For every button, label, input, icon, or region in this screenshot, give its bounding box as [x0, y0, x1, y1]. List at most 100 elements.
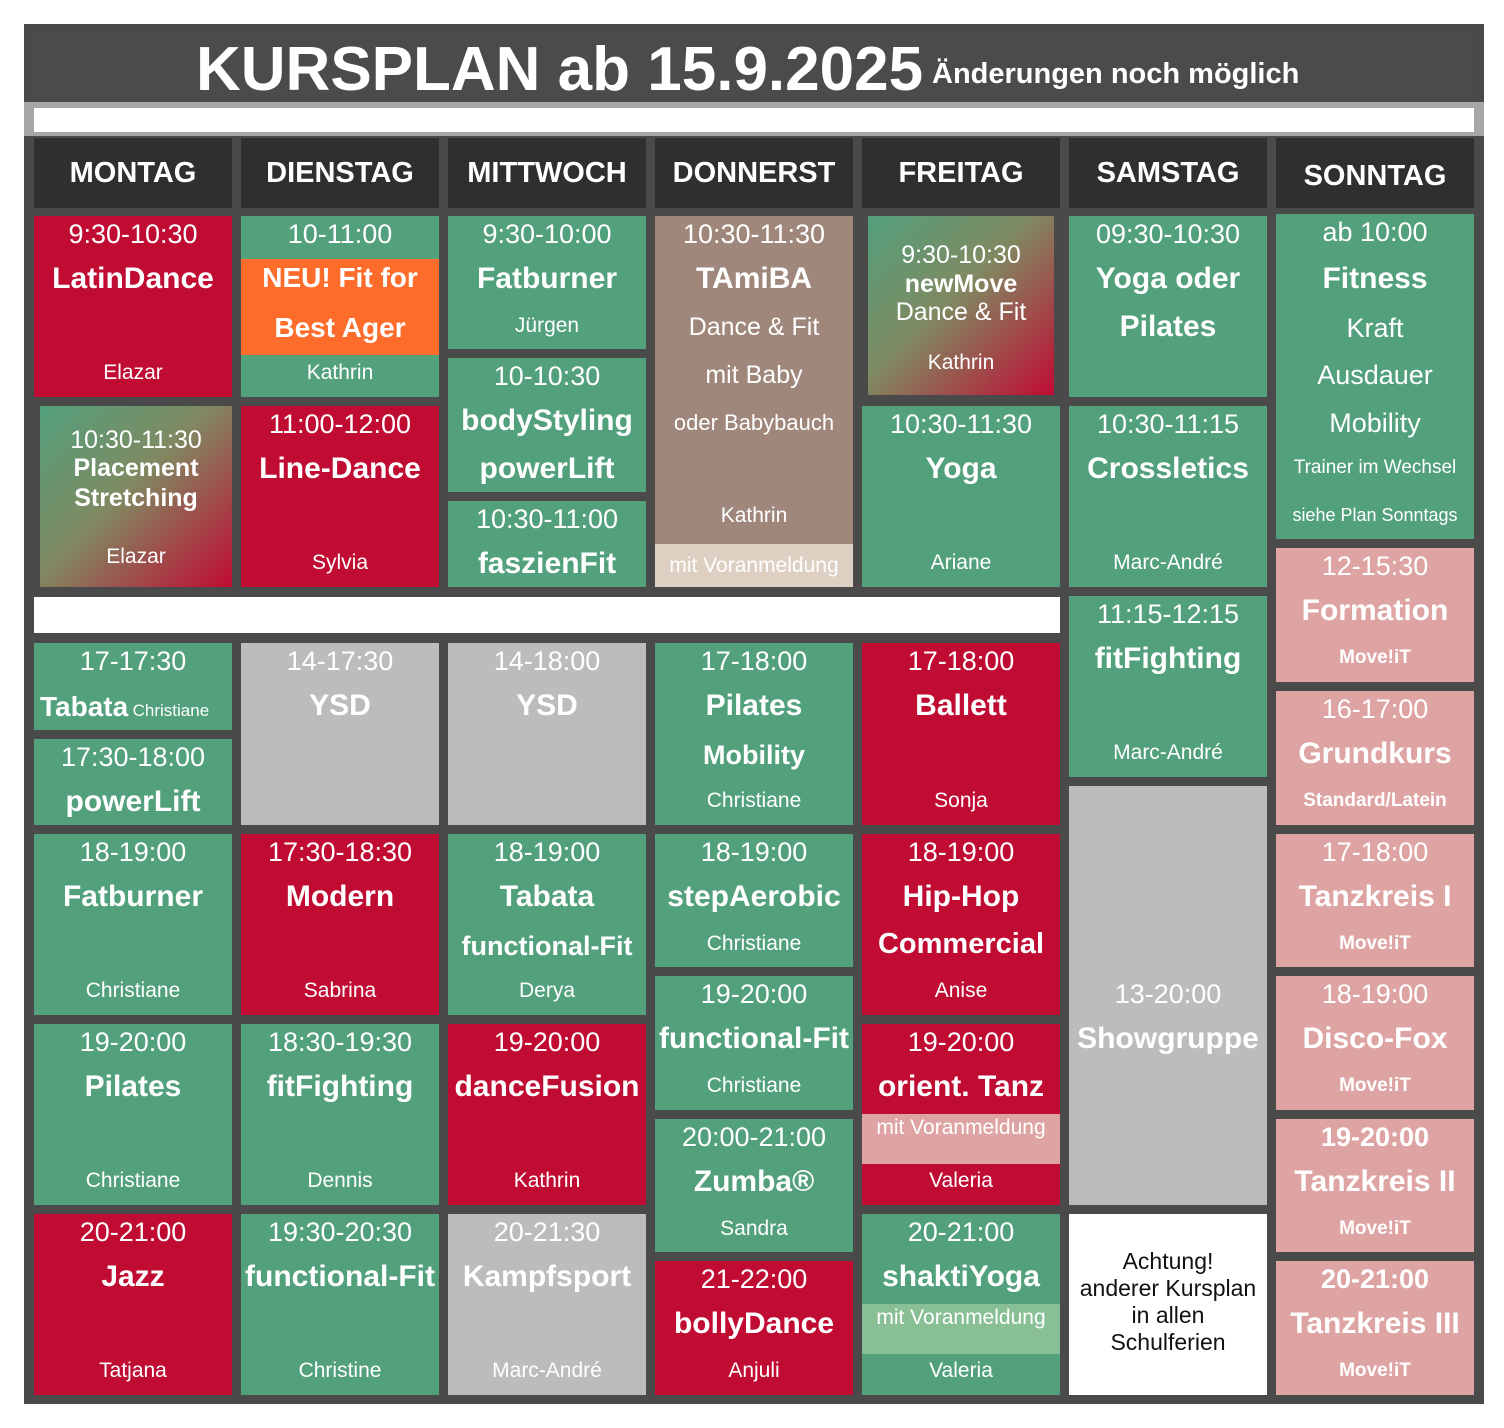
course-card-fitfighting-tuesday: 18:30-19:30 fitFighting Dennis — [241, 1024, 439, 1205]
course-time: 10:30-11:30 — [682, 219, 826, 249]
course-trainer: Move!iT — [1339, 1218, 1411, 1239]
course-trainer: Valeria — [929, 1169, 993, 1192]
course-title: stepAerobic — [667, 880, 841, 913]
course-note: siehe Plan Sonntags — [1292, 505, 1458, 525]
course-time: 17:30-18:00 — [60, 742, 206, 772]
course-title: Modern — [285, 880, 395, 913]
course-title-line2: Pilates — [1119, 310, 1217, 343]
page-title: KURSPLAN ab 15.9.2025 — [196, 35, 924, 104]
course-title: Crossletics — [1087, 452, 1249, 485]
day-header-wednesday: MITTWOCH — [448, 138, 646, 208]
course-title: bodyStyling — [461, 404, 633, 437]
course-title-line2: functional-Fit — [461, 931, 633, 961]
course-time: 20-21:00 — [1320, 1264, 1430, 1294]
course-card-zumba: 20:00-21:00 Zumba® Sandra — [655, 1119, 853, 1252]
registration-required-badge: mit Voranmeldung — [862, 1114, 1060, 1164]
course-card-shaktiyoga: 20-21:00 shaktiYoga mit Voranmeldung Val… — [862, 1214, 1060, 1395]
course-time: 14-17:30 — [286, 646, 394, 676]
course-card-tabata-functional-fit: 18-19:00 Tabata functional-Fit Derya — [448, 834, 646, 1015]
course-card-latin-dance: 9:30-10:30 LatinDance Elazar — [34, 216, 232, 397]
course-title: LatinDance — [52, 262, 214, 295]
course-trainer: Anjuli — [728, 1359, 780, 1382]
course-time: 18-19:00 — [79, 837, 187, 867]
course-card-functional-fit-tuesday: 19:30-20:30 functional-Fit Christine — [241, 1214, 439, 1395]
course-trainer: Kathrin — [513, 1169, 581, 1192]
day-header-sunday: SONNTAG — [1276, 138, 1474, 208]
course-subtitle: Dance & Fit — [895, 298, 1027, 326]
day-header-monday: MONTAG — [34, 138, 232, 208]
course-time: 20-21:00 — [907, 1217, 1015, 1247]
course-time: 21-22:00 — [700, 1264, 808, 1294]
course-trainer: Derya — [518, 979, 576, 1002]
course-trainer: Kathrin — [306, 361, 374, 384]
course-title: TAmiBA — [695, 262, 813, 295]
course-title: Tanzkreis II — [1294, 1165, 1456, 1198]
course-time: 18-19:00 — [907, 837, 1015, 867]
course-card-newmove: 9:30-10:30 newMove Dance & Fit Kathrin — [868, 216, 1054, 395]
course-time: 10-10:30 — [493, 361, 601, 391]
course-title: Showgruppe — [1077, 1022, 1259, 1055]
course-title: Pilates — [84, 1070, 182, 1103]
course-card-hip-hop-commercial: 18-19:00 Hip-Hop Commercial Anise — [862, 834, 1060, 1015]
course-trainer: Marc-André — [1113, 551, 1223, 574]
course-card-functional-fit-thursday: 19-20:00 functional-Fit Christiane — [655, 976, 853, 1110]
course-title: danceFusion — [454, 1070, 640, 1103]
course-title: Formation — [1301, 594, 1449, 627]
notice-line: Schulferien — [1110, 1329, 1226, 1355]
course-time: 13-20:00 — [1114, 979, 1222, 1009]
course-title: YSD — [309, 689, 371, 722]
course-card-ysd-wednesday: 14-18:00 YSD — [448, 643, 646, 825]
course-card-fatburner-monday: 18-19:00 Fatburner Christiane — [34, 834, 232, 1015]
course-title: Grundkurs — [1298, 737, 1452, 770]
course-trainer: Elazar — [103, 361, 163, 384]
course-title-line2: Best Ager — [274, 312, 406, 343]
course-time: 19-20:00 — [1320, 1122, 1430, 1152]
course-trainer: Sylvia — [311, 551, 369, 574]
course-title: Kampfsport — [462, 1260, 632, 1293]
course-title: fitFighting — [266, 1070, 414, 1103]
course-trainer: Marc-André — [492, 1359, 602, 1382]
course-title: Yoga — [925, 452, 997, 485]
course-title: orient. Tanz — [877, 1070, 1045, 1103]
course-card-tabata: 17-17:30 Tabata Christiane — [34, 643, 232, 730]
course-card-crossletics: 10:30-11:15 Crossletics Marc-André — [1069, 406, 1267, 587]
course-card-showgruppe: 13-20:00 Showgruppe — [1069, 786, 1267, 1205]
registration-required-badge: mit Voranmeldung — [655, 544, 853, 587]
notice-line: in allen — [1131, 1302, 1205, 1328]
course-trainer: Sabrina — [303, 979, 377, 1002]
course-trainer: Move!iT — [1339, 933, 1411, 954]
course-title: Tanzkreis I — [1298, 880, 1452, 913]
day-header-thursday: DONNERST — [655, 138, 853, 208]
course-trainer: Kathrin — [720, 504, 788, 527]
course-title: powerLift — [65, 785, 201, 818]
course-subtitle: Kraft — [1346, 313, 1404, 343]
course-subtitle: Standard/Latein — [1303, 790, 1447, 811]
course-card-fitfighting-saturday: 11:15-12:15 fitFighting Marc-André — [1069, 596, 1267, 777]
course-time: 19:30-20:30 — [267, 1217, 413, 1247]
course-time: 11:00-12:00 — [268, 409, 412, 439]
course-trainer: Christiane — [706, 932, 802, 955]
course-title: bollyDance — [673, 1307, 835, 1340]
course-time: 9:30-10:30 — [68, 219, 198, 249]
course-title: Hip-Hop — [902, 880, 1020, 913]
course-card-grundkurs: 16-17:00 Grundkurs Standard/Latein — [1276, 691, 1474, 825]
course-trainer: Marc-André — [1113, 741, 1223, 764]
course-title: YSD — [516, 689, 578, 722]
course-trainer: Dennis — [307, 1169, 373, 1192]
course-time: 12-15:30 — [1321, 551, 1429, 581]
course-card-tamiba: 10:30-11:30 TAmiBA Dance & Fit mit Baby … — [655, 216, 853, 587]
course-card-pilates-mobility: 17-18:00 Pilates Mobility Christiane — [655, 643, 853, 825]
course-title: NEU! Fit for — [262, 262, 418, 293]
course-title: Jazz — [101, 1260, 165, 1293]
course-card-formation: 12-15:30 Formation Move!iT — [1276, 548, 1474, 682]
course-time: 20:00-21:00 — [681, 1122, 827, 1152]
course-time: ab 10:00 — [1322, 217, 1428, 247]
course-time: 17:30-18:30 — [267, 837, 413, 867]
course-card-yoga-oder-pilates: 09:30-10:30 Yoga oder Pilates — [1069, 216, 1267, 397]
course-trainer: Sandra — [720, 1217, 788, 1240]
course-time: 09:30-10:30 — [1095, 219, 1241, 249]
course-title: Line-Dance — [259, 452, 421, 485]
course-time: 17-17:30 — [79, 646, 187, 676]
course-trainer: Christine — [298, 1359, 382, 1382]
course-card-orient-tanz: 19-20:00 orient. Tanz mit Voranmeldung V… — [862, 1024, 1060, 1205]
